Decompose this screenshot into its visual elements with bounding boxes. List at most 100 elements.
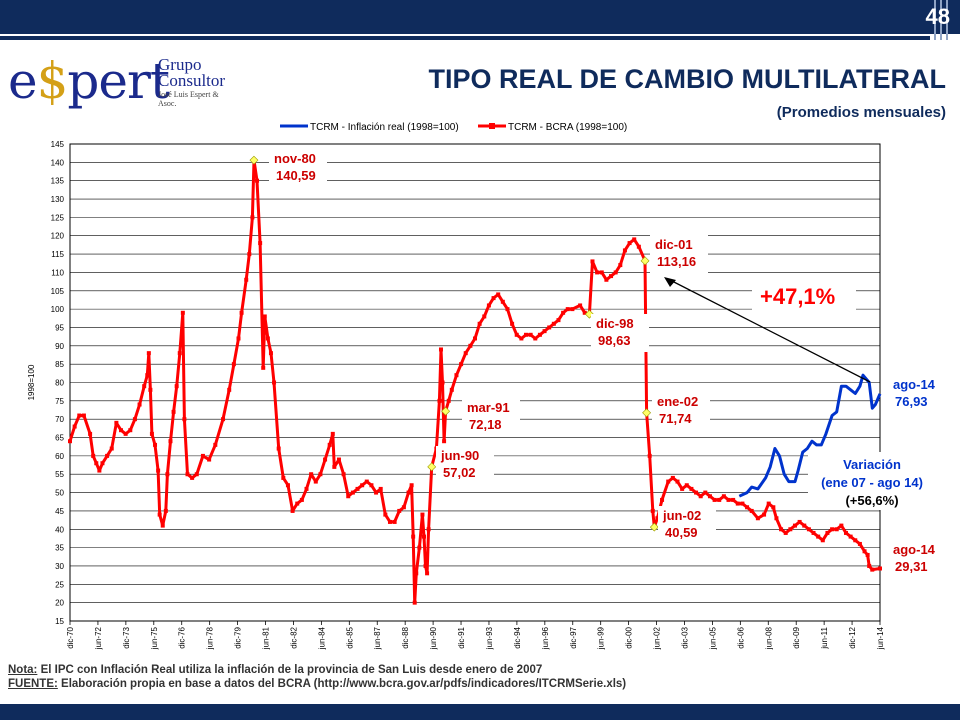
series-point-bcra — [401, 505, 406, 510]
series-point-bcra — [327, 442, 332, 447]
y-tick-label: 90 — [55, 342, 64, 351]
highlight-marker — [427, 462, 437, 472]
series-point-bcra — [865, 552, 870, 557]
series-point-bcra — [510, 321, 515, 326]
x-tick-label: jun-11 — [820, 626, 829, 649]
series-point-bcra — [505, 307, 510, 312]
y-tick-label: 130 — [51, 195, 65, 204]
series-point-bcra — [341, 472, 346, 477]
x-tick-label: dic-82 — [289, 626, 298, 648]
series-point-bcra — [670, 475, 675, 480]
series-point-bcra — [442, 439, 447, 444]
series-point-bcra — [420, 512, 425, 517]
series-point-bcra — [350, 490, 355, 495]
highlight-marker — [640, 256, 650, 266]
series-point-bcra — [675, 479, 680, 484]
series-point-bcra — [137, 402, 142, 407]
series-point-bcra — [177, 351, 182, 356]
logo-line2: Consultor — [158, 71, 226, 90]
series-point-bcra — [387, 519, 392, 524]
series-point-bcra — [276, 446, 281, 451]
callout-arrowhead — [664, 277, 676, 287]
series-point-bcra — [119, 428, 124, 433]
series-point-bcra — [168, 439, 173, 444]
annotation-value: 113,16 — [657, 254, 696, 269]
series-point-bcra — [717, 497, 722, 502]
highlight-marker — [642, 408, 652, 418]
exchange-rate-chart: 15 20 25 30 35 40 45 50 55 60 65 70 75 80 85 90 95 100 105… — [27, 122, 946, 650]
series-point-bcra — [421, 534, 426, 539]
series-point-bcra — [281, 475, 286, 480]
series-point-bcra — [666, 479, 671, 484]
series-point-bcra — [148, 387, 153, 392]
series-point-bcra — [749, 508, 754, 513]
series-point-bcra — [313, 479, 318, 484]
y-tick-label: 35 — [55, 544, 64, 553]
annotation-value: 140,59 — [276, 168, 316, 183]
series-point-bcra — [77, 413, 82, 418]
series-point-bcra — [412, 600, 417, 605]
series-point-bcra — [834, 527, 839, 532]
series-point-bcra — [369, 483, 374, 488]
series-point-bcra — [221, 417, 226, 422]
series-point-bcra — [766, 501, 771, 506]
series-point-bcra — [771, 505, 776, 510]
variation-text: (+56,6%) — [845, 493, 898, 508]
series-point-bcra — [816, 534, 821, 539]
variation-text: Variación — [843, 457, 901, 472]
series-point-bcra — [551, 321, 556, 326]
annotation-box — [652, 392, 710, 430]
series-point-bcra — [533, 336, 538, 341]
series-point-bcra — [185, 472, 190, 477]
annotation-box — [591, 314, 649, 352]
series-point-bcra — [542, 329, 547, 334]
note-label: Nota: — [8, 664, 38, 676]
series-point-bcra — [355, 486, 360, 491]
annotation-label: ago-14 — [893, 377, 936, 392]
y-tick-label: 40 — [55, 525, 64, 534]
series-point-bcra — [91, 453, 96, 458]
series-point-bcra — [463, 351, 468, 356]
y-tick-label: 20 — [55, 599, 64, 608]
source-text: Elaboración propia en base a datos del B… — [57, 678, 627, 690]
series-point-bcra — [72, 424, 77, 429]
series-point-bcra — [627, 241, 632, 246]
note-line: Nota: El IPC con Inflación Real utiliza … — [8, 663, 626, 677]
series-point-bcra — [565, 307, 570, 312]
series-point-bcra — [556, 318, 561, 323]
series-point-bcra — [839, 523, 844, 528]
x-tick-label: dic-06 — [736, 626, 745, 648]
series-point-bcra — [425, 571, 430, 576]
x-tick-label: jun-87 — [373, 626, 382, 650]
series-point-bcra — [105, 453, 110, 458]
series-point-bcra — [578, 303, 583, 308]
highlight-marker — [441, 406, 451, 416]
series-point-bcra — [570, 307, 575, 312]
series-point-bcra — [244, 277, 249, 282]
annotation-label: dic-98 — [596, 316, 634, 331]
series-point-bcra — [755, 516, 760, 521]
series-point-bcra — [848, 534, 853, 539]
series-point-bcra — [157, 512, 162, 517]
legend-marker-2 — [489, 123, 495, 129]
top-banner — [0, 0, 960, 34]
series-point-bcra — [231, 362, 236, 367]
series-point-bcra — [459, 362, 464, 367]
series-point-bcra — [207, 457, 212, 462]
series-point-bcra — [332, 464, 337, 469]
annotation-value: 57,02 — [443, 465, 476, 480]
note-text: El IPC con Inflación Real utiliza la inf… — [37, 664, 543, 676]
series-point-bcra — [806, 527, 811, 532]
series-point-bcra — [438, 347, 443, 352]
series-point-bcra — [590, 259, 595, 264]
series-point-bcra — [304, 486, 309, 491]
series-point-bcra — [783, 530, 788, 535]
series-point-bcra — [707, 494, 712, 499]
series-point-bcra — [392, 519, 397, 524]
series-point-bcra — [114, 420, 119, 425]
series-point-bcra — [853, 538, 858, 543]
series-point-bcra — [81, 413, 86, 418]
series-point-bcra — [268, 351, 273, 356]
y-tick-label: 145 — [51, 140, 65, 149]
x-tick-label: dic-76 — [178, 626, 187, 648]
